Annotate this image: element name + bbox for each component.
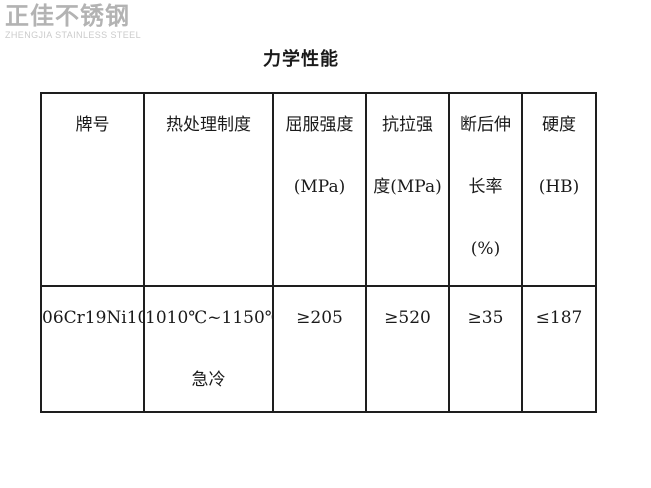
cell-heat-treatment: 1010℃~1150℃ 急冷 <box>143 285 274 413</box>
col-header-grade: 牌号 <box>40 92 145 287</box>
page-title: 力学性能 <box>263 49 339 70</box>
table-header-row: 牌号 热处理制度 屈服强度 (MPa) 抗拉强 度(MPa) 断后伸 长率 (%… <box>40 92 597 287</box>
mechanical-properties-table: 牌号 热处理制度 屈服强度 (MPa) 抗拉强 度(MPa) 断后伸 长率 (%… <box>40 92 597 413</box>
brand-logo-chinese: 正佳不锈钢 <box>5 3 130 30</box>
cell-grade: 06Cr19Ni10 <box>40 285 145 413</box>
col-header-hardness: 硬度 (HB) <box>521 92 597 287</box>
col-header-elongation: 断后伸 长率 (%) <box>448 92 523 287</box>
cell-elongation: ≥35 <box>448 285 523 413</box>
brand-logo-english: ZHENGJIA STAINLESS STEEL <box>5 30 141 40</box>
brand-logo: 正佳不锈钢 ZHENGJIA STAINLESS STEEL <box>5 3 141 41</box>
cell-hardness: ≤187 <box>521 285 597 413</box>
cell-tensile-strength: ≥520 <box>365 285 450 413</box>
table-row: 06Cr19Ni10 1010℃~1150℃ 急冷 ≥205 ≥520 ≥35 … <box>40 285 597 413</box>
col-header-tensile-strength: 抗拉强 度(MPa) <box>365 92 450 287</box>
col-header-heat-treatment: 热处理制度 <box>143 92 274 287</box>
cell-yield-strength: ≥205 <box>272 285 367 413</box>
col-header-yield-strength: 屈服强度 (MPa) <box>272 92 367 287</box>
